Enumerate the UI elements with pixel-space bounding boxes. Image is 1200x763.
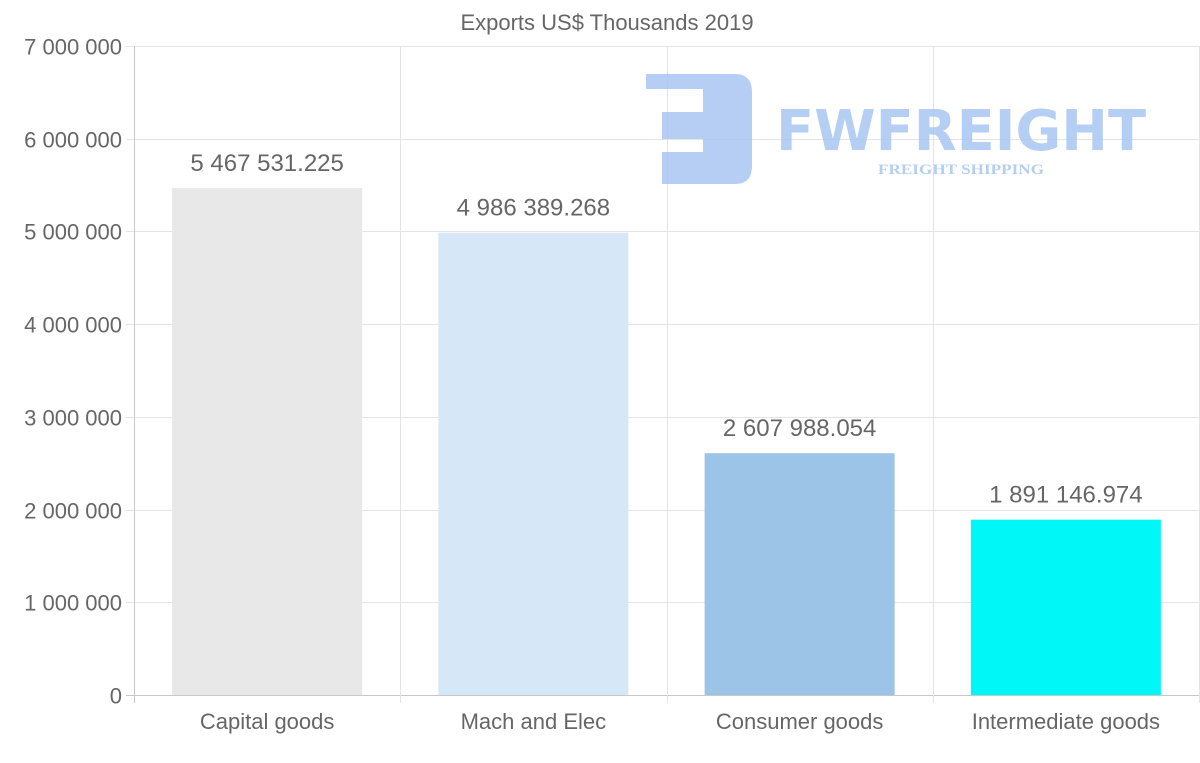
y-tick-label: 0 [110,684,122,709]
y-tick-label: 2 000 000 [24,499,122,524]
y-tick-label: 5 000 000 [24,220,122,245]
y-axis-ticks: 0 1 000 000 2 000 000 3 000 000 4 000 000 5 0… [24,35,122,709]
watermark-tagline: FREIGHT SHIPPING [878,162,1044,178]
x-tick-label: Capital goods [200,709,335,734]
y-tick-label: 6 000 000 [24,128,122,153]
watermark-brand: FWFREIGHT [776,99,1146,164]
x-tick-label: Consumer goods [716,709,884,734]
bars [172,188,1161,696]
y-tick-label: 3 000 000 [24,406,122,431]
data-label: 4 986 389.268 [457,195,610,222]
bar-mach-and-elec[interactable] [438,232,629,695]
y-tick-label: 1 000 000 [24,591,122,616]
fwfreight-watermark-logo: FWFREIGHT FREIGHT SHIPPING [646,74,1146,184]
x-tick-label: Mach and Elec [461,709,607,734]
bar-intermediate-goods[interactable] [970,519,1161,695]
y-tick-label: 7 000 000 [24,35,122,60]
y-tick-label: 4 000 000 [24,313,122,338]
data-label: 1 891 146.974 [989,482,1142,509]
bar-consumer-goods[interactable] [704,453,895,695]
data-labels: 5 467 531.225 4 986 389.268 2 607 988.054 1… [190,150,1142,509]
x-axis-ticks: Capital goods Mach and Elec Consumer goods… [200,709,1160,734]
logo-mark-icon [646,74,752,184]
x-tick-label: Intermediate goods [972,709,1160,734]
bar-capital-goods[interactable] [172,188,363,696]
data-label: 5 467 531.225 [190,150,343,177]
chart-title: Exports US$ Thousands 2019 [460,10,753,35]
data-label: 2 607 988.054 [723,415,876,442]
